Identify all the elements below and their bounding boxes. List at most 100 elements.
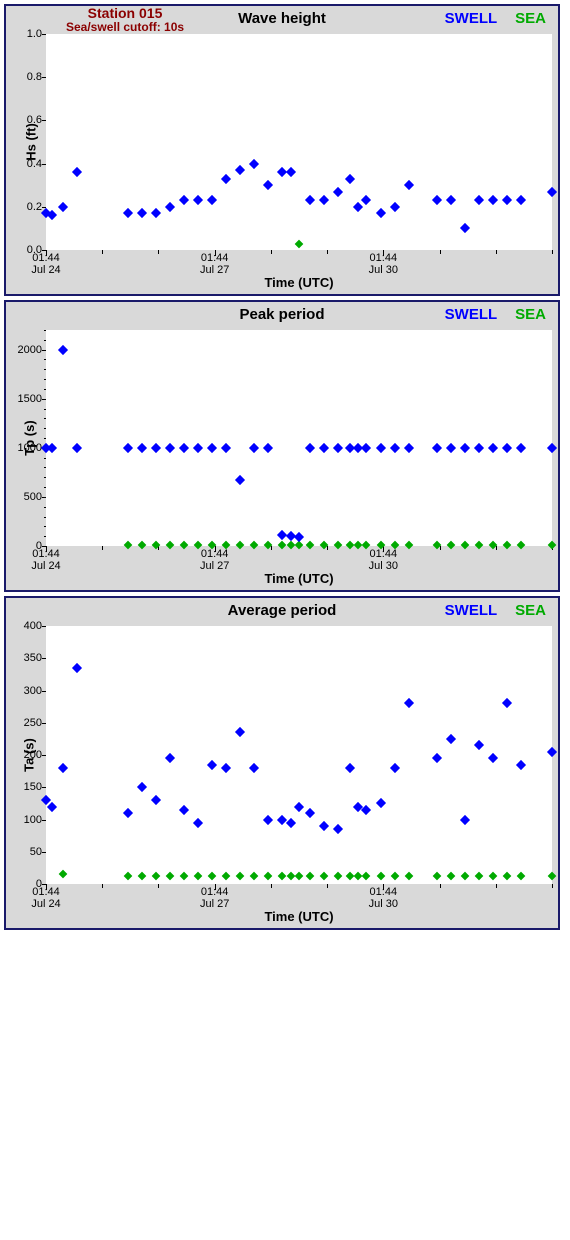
data-point-swell xyxy=(547,747,557,757)
data-point-swell xyxy=(390,763,400,773)
data-point-swell xyxy=(123,443,133,453)
data-point-swell xyxy=(235,727,245,737)
data-point-sea xyxy=(390,872,398,880)
data-point-swell xyxy=(249,763,259,773)
data-point-swell xyxy=(353,202,363,212)
data-point-sea xyxy=(59,870,67,878)
ytick-minor xyxy=(44,340,46,341)
data-point-sea xyxy=(548,872,556,880)
xtick-minor xyxy=(215,884,216,888)
ytick-minor xyxy=(44,330,46,331)
panel-header: Peak periodSWELLSEA xyxy=(6,302,558,330)
legend-swell: SWELL xyxy=(445,306,498,323)
data-point-swell xyxy=(193,818,203,828)
data-point-swell xyxy=(263,180,273,190)
ytick-mark xyxy=(42,626,46,627)
data-point-swell xyxy=(488,753,498,763)
data-point-swell xyxy=(474,740,484,750)
ytick-minor xyxy=(44,409,46,410)
data-point-sea xyxy=(278,872,286,880)
data-point-sea xyxy=(264,872,272,880)
ytick-minor xyxy=(44,428,46,429)
data-point-swell xyxy=(207,195,217,205)
data-point-swell xyxy=(165,753,175,763)
data-point-sea xyxy=(503,872,511,880)
data-point-swell xyxy=(235,165,245,175)
xtick-minor xyxy=(46,546,47,550)
ytick-mark xyxy=(42,34,46,35)
legend-sea: SEA xyxy=(515,306,546,323)
data-point-swell xyxy=(502,195,512,205)
data-point-swell xyxy=(376,443,386,453)
xtick-minor xyxy=(271,546,272,550)
data-point-sea xyxy=(250,872,258,880)
ytick-mark xyxy=(42,787,46,788)
data-point-swell xyxy=(516,195,526,205)
data-point-swell xyxy=(72,167,82,177)
plot: 0.00.20.40.60.81.001:44Jul 2401:44Jul 27… xyxy=(46,34,552,250)
data-point-swell xyxy=(432,753,442,763)
ytick-minor xyxy=(44,369,46,370)
ytick-minor xyxy=(44,467,46,468)
data-point-swell xyxy=(446,195,456,205)
plot: 05010015020025030035040001:44Jul 2401:44… xyxy=(46,626,552,884)
y-axis-label: Ta (s) xyxy=(21,738,36,772)
ytick-minor xyxy=(44,477,46,478)
data-point-swell xyxy=(263,443,273,453)
data-point-swell xyxy=(333,824,343,834)
data-point-sea xyxy=(236,872,244,880)
data-point-swell xyxy=(151,795,161,805)
xtick-minor xyxy=(440,250,441,254)
data-point-swell xyxy=(294,532,304,542)
data-point-swell xyxy=(151,208,161,218)
ytick-mark xyxy=(42,350,46,351)
data-point-swell xyxy=(474,443,484,453)
data-point-swell xyxy=(404,698,414,708)
data-point-sea xyxy=(137,541,145,549)
legend-swell: SWELL xyxy=(445,602,498,619)
ytick-minor xyxy=(44,458,46,459)
data-point-swell xyxy=(165,202,175,212)
ytick-mark xyxy=(42,723,46,724)
data-point-sea xyxy=(376,872,384,880)
data-point-swell xyxy=(319,195,329,205)
data-point-swell xyxy=(179,443,189,453)
data-point-swell xyxy=(502,698,512,708)
data-point-swell xyxy=(305,808,315,818)
ytick-minor xyxy=(44,536,46,537)
data-point-swell xyxy=(72,443,82,453)
data-point-sea xyxy=(179,541,187,549)
xtick-minor xyxy=(496,250,497,254)
data-point-swell xyxy=(516,443,526,453)
xtick-minor xyxy=(327,884,328,888)
data-point-sea xyxy=(306,541,314,549)
data-point-swell xyxy=(432,443,442,453)
data-point-swell xyxy=(123,808,133,818)
data-point-sea xyxy=(362,872,370,880)
data-point-swell xyxy=(305,195,315,205)
data-point-sea xyxy=(295,239,303,247)
data-point-swell xyxy=(319,821,329,831)
xtick-minor xyxy=(46,884,47,888)
data-point-swell xyxy=(404,180,414,190)
data-point-swell xyxy=(137,782,147,792)
ytick-minor xyxy=(44,517,46,518)
data-point-swell xyxy=(294,802,304,812)
data-point-sea xyxy=(404,872,412,880)
data-point-sea xyxy=(432,872,440,880)
data-point-sea xyxy=(208,872,216,880)
data-point-swell xyxy=(547,443,557,453)
data-point-swell xyxy=(249,443,259,453)
xtick-minor xyxy=(383,884,384,888)
data-point-swell xyxy=(376,208,386,218)
xtick-minor xyxy=(383,250,384,254)
data-point-sea xyxy=(345,872,353,880)
data-point-sea xyxy=(503,541,511,549)
data-point-sea xyxy=(151,872,159,880)
data-point-sea xyxy=(320,872,328,880)
xtick-minor xyxy=(215,250,216,254)
data-point-swell xyxy=(286,167,296,177)
data-point-swell xyxy=(305,443,315,453)
xtick-minor xyxy=(102,546,103,550)
data-point-sea xyxy=(306,872,314,880)
